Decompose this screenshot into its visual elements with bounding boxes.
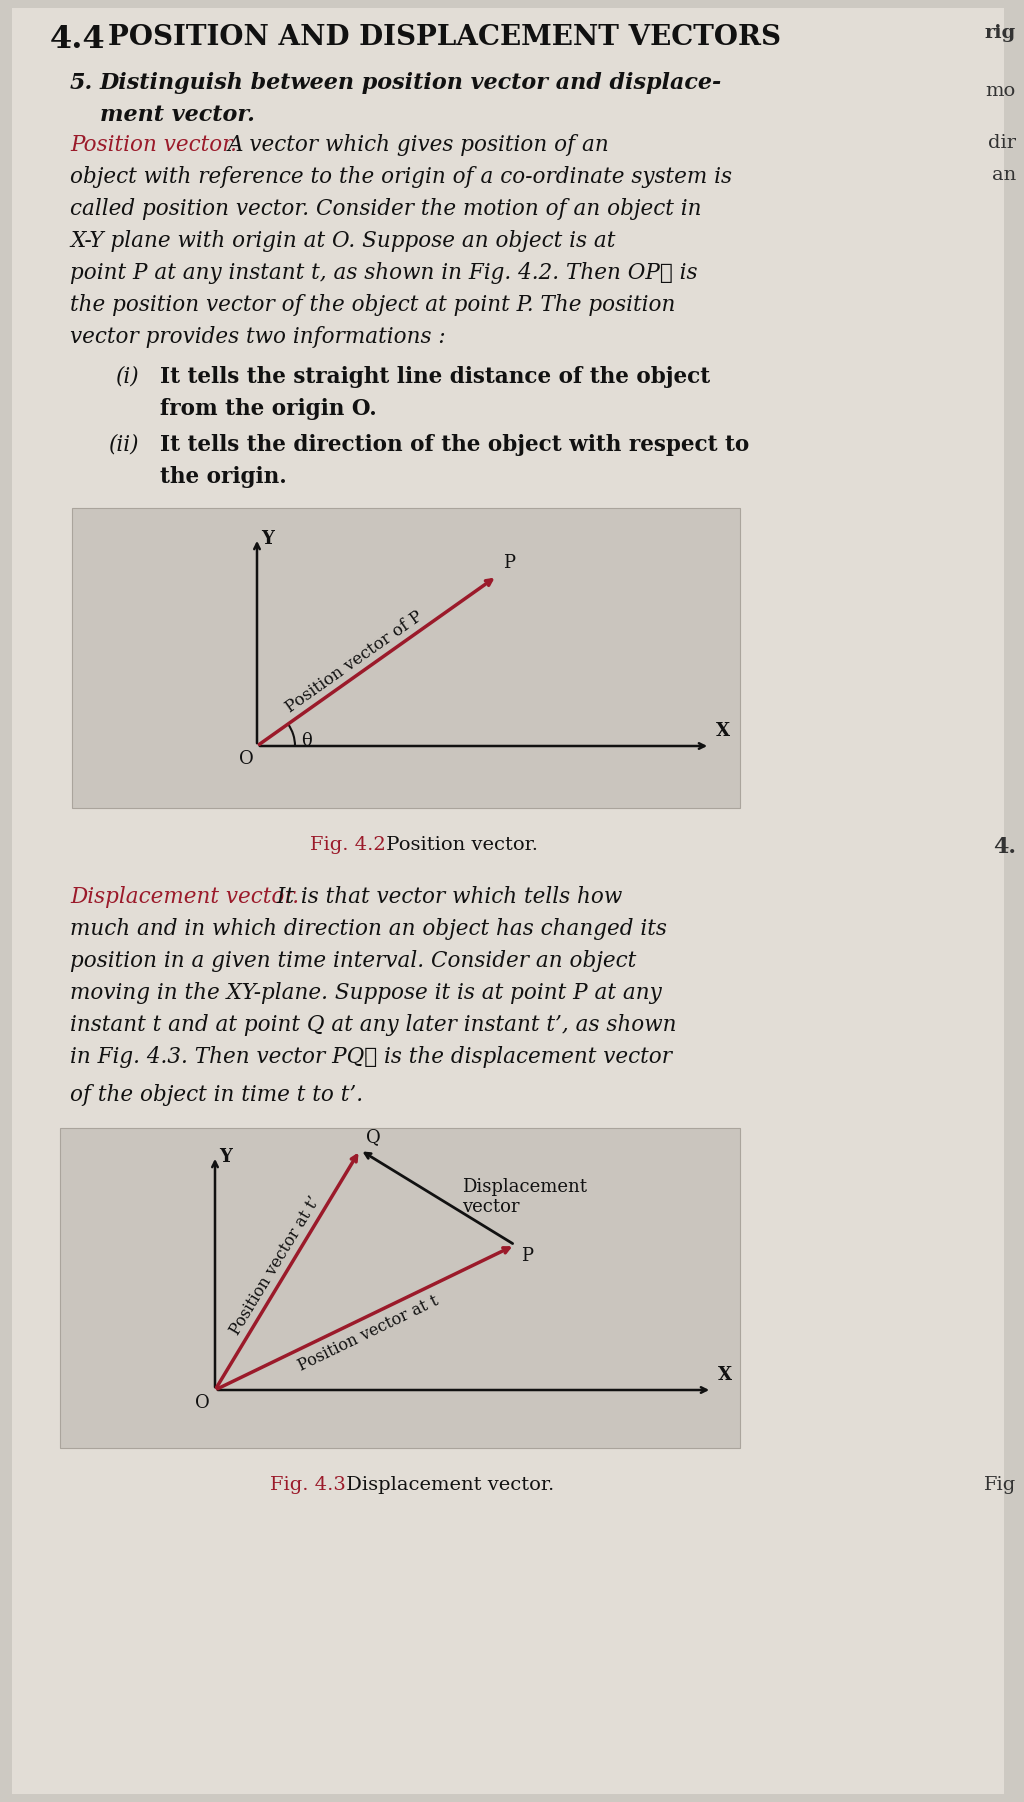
- Text: from the origin O.: from the origin O.: [160, 398, 377, 420]
- Text: P: P: [503, 553, 515, 571]
- Text: rig: rig: [985, 23, 1016, 41]
- Text: X-Y plane with origin at O. Suppose an object is at: X-Y plane with origin at O. Suppose an o…: [70, 231, 615, 252]
- Text: Distinguish between position vector and displace-: Distinguish between position vector and …: [100, 72, 722, 94]
- Text: much and in which direction an object has changed its: much and in which direction an object ha…: [70, 917, 667, 941]
- Text: Fig. 4.2: Fig. 4.2: [310, 836, 386, 854]
- Text: X: X: [718, 1366, 732, 1384]
- Text: object with reference to the origin of a co-ordinate system is: object with reference to the origin of a…: [70, 166, 732, 187]
- Text: mo: mo: [986, 83, 1016, 99]
- Text: Position vector.: Position vector.: [380, 836, 538, 854]
- Text: the position vector of the object at point P. The position: the position vector of the object at poi…: [70, 294, 676, 315]
- Text: θ: θ: [301, 732, 311, 750]
- Text: ment vector.: ment vector.: [100, 105, 255, 126]
- Text: 4.: 4.: [993, 836, 1016, 858]
- Text: dir: dir: [988, 133, 1016, 151]
- Text: (ii): (ii): [108, 434, 138, 456]
- Text: P: P: [521, 1247, 534, 1265]
- Bar: [60, 1128, 740, 1449]
- Text: an: an: [992, 166, 1016, 184]
- Text: Position vector of P: Position vector of P: [283, 607, 426, 717]
- Text: Fig. 4.3: Fig. 4.3: [270, 1476, 346, 1494]
- Text: of the object in time t to t’.: of the object in time t to t’.: [70, 1085, 364, 1106]
- FancyBboxPatch shape: [12, 7, 1004, 1795]
- Text: instant t and at point Q at any later instant t’, as shown: instant t and at point Q at any later in…: [70, 1015, 677, 1036]
- Text: (i): (i): [115, 366, 138, 387]
- Text: Position vector at t: Position vector at t: [296, 1292, 441, 1375]
- Text: the origin.: the origin.: [160, 467, 287, 488]
- Text: in Fig. 4.3. Then vector PQ⃗ is the displacement vector: in Fig. 4.3. Then vector PQ⃗ is the disp…: [70, 1045, 672, 1069]
- Text: It is that vector which tells how: It is that vector which tells how: [270, 887, 623, 908]
- Text: moving in the XY-plane. Suppose it is at point P at any: moving in the XY-plane. Suppose it is at…: [70, 982, 662, 1004]
- Text: O: O: [195, 1395, 210, 1413]
- Bar: [72, 508, 740, 807]
- Text: Y: Y: [219, 1148, 231, 1166]
- Text: called position vector. Consider the motion of an object in: called position vector. Consider the mot…: [70, 198, 701, 220]
- Text: Displacement vector.: Displacement vector.: [340, 1476, 554, 1494]
- Text: It tells the direction of the object with respect to: It tells the direction of the object wit…: [160, 434, 750, 456]
- Text: A vector which gives position of an: A vector which gives position of an: [228, 133, 609, 157]
- Text: X: X: [716, 723, 730, 741]
- Text: Y: Y: [261, 530, 273, 548]
- Text: Position vector at t’: Position vector at t’: [227, 1193, 324, 1339]
- Text: O: O: [239, 750, 254, 768]
- Text: 4.4: 4.4: [50, 23, 105, 56]
- Text: It tells the straight line distance of the object: It tells the straight line distance of t…: [160, 366, 710, 387]
- Text: Fig: Fig: [984, 1476, 1016, 1494]
- Text: vector provides two informations :: vector provides two informations :: [70, 326, 445, 348]
- Text: point P at any instant t, as shown in Fig. 4.2. Then OP⃗ is: point P at any instant t, as shown in Fi…: [70, 261, 697, 285]
- Text: vector: vector: [463, 1198, 520, 1216]
- Text: position in a given time interval. Consider an object: position in a given time interval. Consi…: [70, 950, 636, 971]
- Text: POSITION AND DISPLACEMENT VECTORS: POSITION AND DISPLACEMENT VECTORS: [108, 23, 781, 50]
- Text: Q: Q: [366, 1128, 381, 1146]
- Text: Displacement vector.: Displacement vector.: [70, 887, 299, 908]
- Text: Displacement: Displacement: [463, 1177, 588, 1195]
- Text: Position vector.: Position vector.: [70, 133, 237, 157]
- Text: 5.: 5.: [70, 72, 93, 94]
